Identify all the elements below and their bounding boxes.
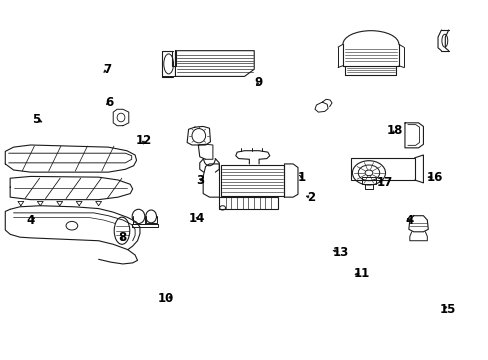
Bar [362,177,375,184]
Text: 15: 15 [439,303,455,316]
Text: 17: 17 [376,176,392,189]
Text: 12: 12 [135,134,151,147]
Text: 6: 6 [105,96,113,109]
Text: 3: 3 [195,174,203,187]
Text: 18: 18 [386,124,403,137]
Text: 8: 8 [118,231,126,244]
Text: 2: 2 [307,192,315,204]
Text: 4: 4 [405,213,413,226]
Text: 11: 11 [353,267,369,280]
Text: 9: 9 [253,76,262,89]
Text: 16: 16 [426,171,443,184]
Bar [351,158,414,180]
Text: 10: 10 [157,292,174,305]
Text: 14: 14 [188,212,204,225]
Bar [219,197,277,209]
Text: 7: 7 [103,63,111,76]
Text: 5: 5 [32,113,41,126]
Text: 13: 13 [332,246,348,258]
Text: 1: 1 [297,171,305,184]
Bar [221,165,284,196]
Text: 4: 4 [26,213,35,226]
